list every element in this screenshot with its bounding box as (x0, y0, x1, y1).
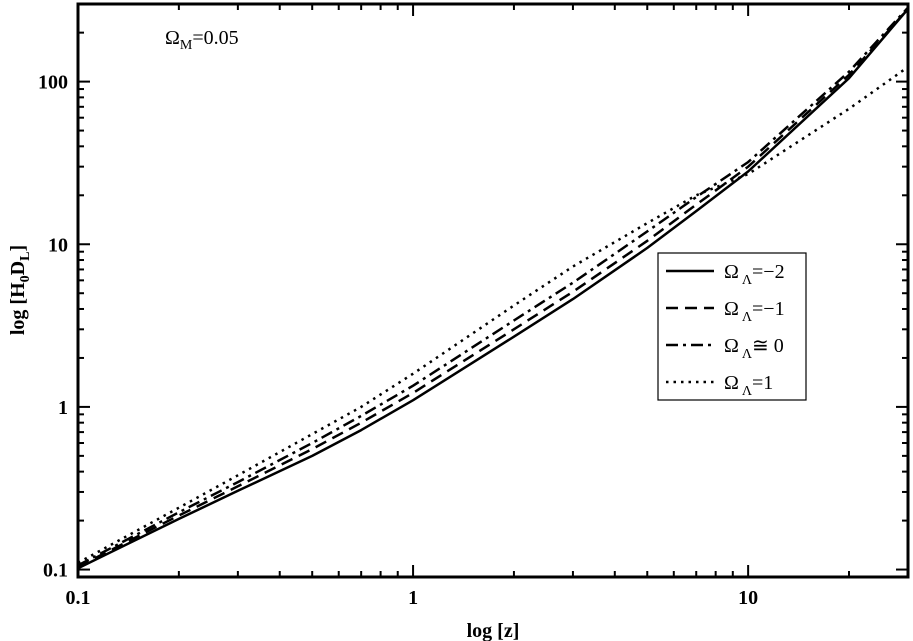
legend-value: =1 (752, 372, 773, 394)
x-axis-label: log [z] (467, 620, 520, 641)
axis-ticks (77, 3, 909, 578)
legend: Ω Λ=−2Ω Λ=−1Ω Λ≅ 0Ω Λ=1 (657, 252, 807, 401)
y-tick-label: 1 (58, 397, 68, 419)
legend-lambda-sub: Λ (742, 273, 753, 288)
omega-m-value: =0.05 (192, 27, 238, 49)
y-tick-label: 10 (48, 234, 68, 256)
x-tick-label: 1 (408, 587, 418, 609)
plot-frame (76, 2, 910, 579)
y-tick-label: 0.1 (43, 560, 68, 582)
series-line-4 (77, 65, 909, 564)
y-axis-label: log [H0DL] (7, 245, 33, 335)
legend-lambda-sub: Λ (742, 384, 753, 399)
legend-value: ≅ 0 (752, 335, 784, 357)
x-tick-label: 10 (738, 587, 758, 609)
series-line-3 (77, 6, 909, 567)
legend-items: Ω Λ=−2Ω Λ=−1Ω Λ≅ 0Ω Λ=1 (666, 261, 785, 399)
legend-label-2: Ω Λ=−1 (724, 298, 785, 325)
series-lines (77, 6, 909, 570)
omega-m-annotation: ΩM=0.05 (165, 27, 239, 53)
omega-m-sub: M (180, 38, 193, 53)
legend-value: =−1 (752, 298, 785, 320)
legend-label-3: Ω Λ≅ 0 (724, 335, 784, 362)
legend-label-1: Ω Λ=−2 (724, 261, 785, 288)
omega-m-symbol: Ω (165, 27, 180, 49)
y-axis-label-sub1: 0 (18, 275, 33, 282)
legend-omega-symbol: Ω (724, 335, 739, 357)
legend-omega-symbol: Ω (724, 261, 739, 283)
y-axis-label-suffix: ] (7, 245, 29, 252)
legend-omega-symbol: Ω (724, 372, 739, 394)
legend-omega-symbol: Ω (724, 298, 739, 320)
x-tick-label: 0.1 (66, 587, 91, 609)
legend-box (657, 252, 807, 401)
x-tick-labels: 0.1 1 10 (66, 587, 759, 609)
legend-label-4: Ω Λ=1 (724, 372, 773, 399)
y-axis-label-sub2: L (18, 252, 33, 261)
legend-lambda-sub: Λ (742, 347, 753, 362)
series-line-2 (77, 8, 909, 568)
y-tick-labels: 0.1 1 10 100 (38, 72, 68, 582)
y-axis-label-mid: D (7, 261, 29, 275)
y-axis-label-prefix: log [H (7, 282, 29, 335)
legend-value: =−2 (752, 261, 785, 283)
y-tick-label: 100 (38, 72, 68, 94)
series-line-1 (77, 8, 909, 570)
legend-lambda-sub: Λ (742, 310, 753, 325)
